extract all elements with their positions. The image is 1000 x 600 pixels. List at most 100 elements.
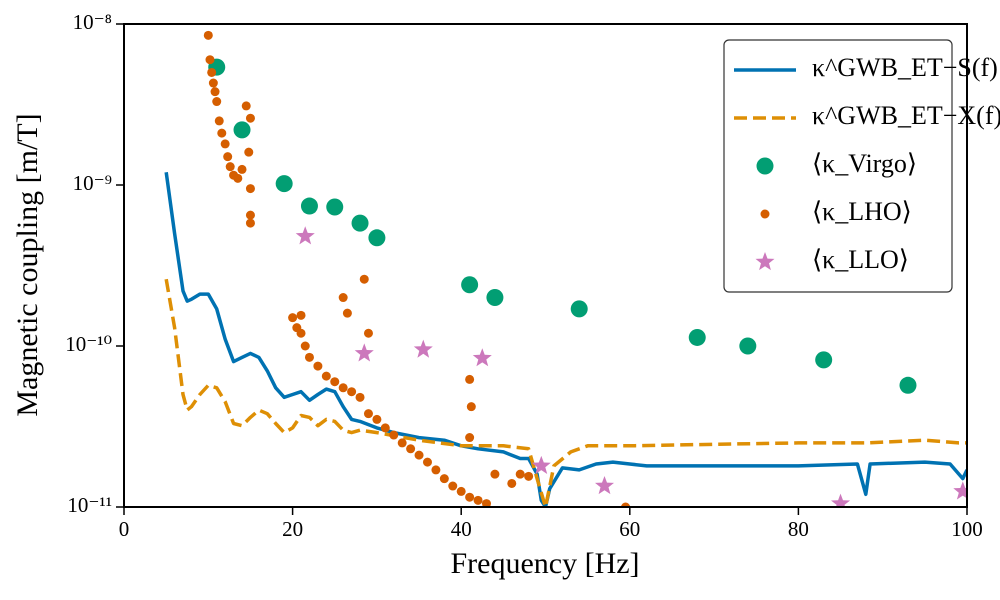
scatter-point: [207, 67, 217, 77]
legend-label: ⟨κ_LLO⟩: [812, 245, 909, 274]
scatter-point: [223, 152, 233, 162]
scatter-point: [351, 214, 369, 232]
scatter-point: [363, 409, 373, 419]
scatter-point: [245, 210, 255, 220]
scatter-point: [338, 293, 348, 303]
scatter-point: [233, 173, 243, 183]
scatter-point: [472, 348, 492, 367]
scatter-point: [465, 492, 475, 502]
scatter-point: [406, 444, 416, 454]
x-tick-label: 40: [451, 517, 472, 541]
scatter-point: [321, 371, 331, 381]
scatter-point: [414, 450, 424, 460]
scatter-point: [461, 276, 479, 294]
scatter-point: [372, 414, 382, 424]
scatter-point: [380, 423, 390, 433]
x-tick-label: 0: [119, 517, 130, 541]
scatter-point: [397, 438, 407, 448]
scatter-point: [208, 78, 218, 88]
legend: κ^GWB_ET−S(f) κ^GWB_ET−X(f) ⟨κ_Virgo⟩ ⟨κ_LH…: [723, 39, 1000, 293]
scatter-point: [486, 289, 504, 307]
plot-area: [164, 30, 967, 507]
legend-label: κ^GWB_ET−X(f): [812, 101, 1000, 130]
y-tick-label: 10⁻¹⁰: [65, 332, 112, 356]
legend-label: ⟨κ_Virgo⟩: [812, 149, 917, 178]
scatter-point: [953, 481, 967, 500]
legend-marker: [760, 209, 770, 219]
scatter-point: [296, 328, 306, 338]
x-tick-label: 100: [951, 517, 983, 541]
scatter-point: [300, 197, 318, 215]
line-series: [164, 278, 967, 507]
scatter-point: [531, 455, 551, 474]
scatter-point: [217, 128, 227, 138]
y-tick-label: 10⁻¹¹: [67, 493, 112, 517]
scatter-point: [739, 337, 757, 355]
scatter-point: [212, 97, 222, 107]
x-tick-label: 80: [788, 517, 809, 541]
scatter-point: [515, 469, 525, 479]
scatter-point: [203, 30, 213, 40]
scatter-point: [465, 374, 475, 384]
scatter-point: [237, 164, 247, 174]
scatter-point: [225, 162, 235, 172]
scatter-point: [831, 493, 851, 507]
scatter-point: [466, 402, 476, 412]
scatter-point: [244, 147, 254, 157]
scatter-point: [326, 198, 344, 216]
scatter-point: [363, 328, 373, 338]
scatter-point: [295, 226, 315, 245]
scatter-point: [355, 392, 365, 402]
scatter-point: [288, 313, 298, 323]
scatter-point: [342, 308, 352, 318]
scatter-point: [233, 121, 251, 139]
scatter-point: [431, 465, 441, 475]
legend-marker: [755, 252, 775, 271]
scatter-point: [490, 469, 500, 479]
scatter-point: [330, 377, 340, 387]
scatter-point: [245, 113, 255, 123]
scatter-point: [448, 481, 458, 491]
x-tick-label: 20: [282, 517, 303, 541]
scatter-point: [205, 55, 215, 65]
x-axis-label: Frequency [Hz]: [450, 547, 639, 580]
y-tick-label: 10⁻⁸: [73, 10, 112, 34]
scatter-point: [507, 478, 517, 488]
scatter-point: [210, 87, 220, 97]
scatter-point: [338, 383, 348, 393]
scatter-point: [439, 474, 449, 484]
scatter-point: [456, 486, 466, 496]
scatter-point: [359, 274, 369, 284]
scatter-point: [368, 229, 386, 247]
scatter-point: [241, 101, 251, 111]
legend-marker: [756, 157, 774, 175]
scatter-point: [275, 175, 293, 193]
scatter-point: [524, 471, 534, 481]
scatter-point: [413, 339, 433, 358]
scatter-point: [473, 495, 483, 505]
x-tick-label: 60: [619, 517, 640, 541]
scatter-point: [245, 218, 255, 228]
scatter-point: [245, 184, 255, 194]
scatter-point: [214, 116, 224, 126]
scatter-point: [465, 433, 475, 443]
legend-label: κ^GWB_ET−S(f): [812, 53, 998, 82]
scatter-point: [688, 328, 706, 346]
scatter-point: [570, 300, 588, 318]
legend-label: ⟨κ_LHO⟩: [812, 197, 912, 226]
legend-box: [723, 39, 953, 293]
scatter-point: [220, 139, 230, 149]
scatter-point: [296, 310, 306, 320]
scatter-point: [347, 387, 357, 397]
scatter-point: [815, 351, 833, 369]
scatter-point: [304, 352, 314, 362]
scatter-point: [481, 499, 491, 507]
scatter-point: [621, 502, 631, 507]
scatter-point: [899, 376, 917, 394]
scatter-point: [354, 343, 374, 362]
y-axis-label: Magnetic coupling [m/T]: [11, 113, 44, 416]
scatter-point: [313, 361, 323, 371]
axes-frame: [123, 23, 968, 508]
scatter-point: [389, 430, 399, 440]
